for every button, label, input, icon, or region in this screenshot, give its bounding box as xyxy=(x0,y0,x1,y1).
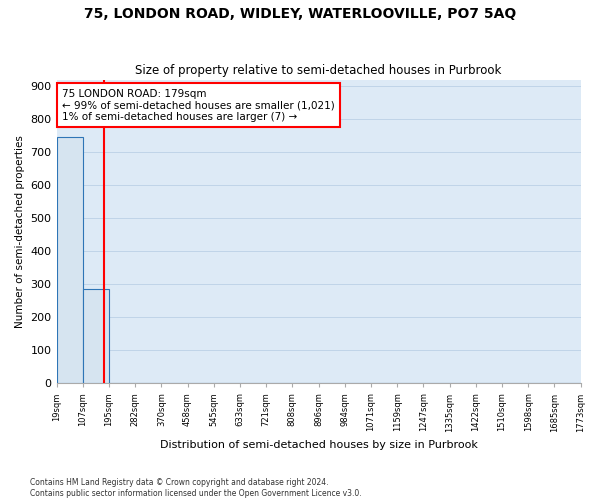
Text: Contains HM Land Registry data © Crown copyright and database right 2024.
Contai: Contains HM Land Registry data © Crown c… xyxy=(30,478,362,498)
Title: Size of property relative to semi-detached houses in Purbrook: Size of property relative to semi-detach… xyxy=(136,64,502,77)
X-axis label: Distribution of semi-detached houses by size in Purbrook: Distribution of semi-detached houses by … xyxy=(160,440,478,450)
Bar xyxy=(56,138,83,384)
Text: 75, LONDON ROAD, WIDLEY, WATERLOOVILLE, PO7 5AQ: 75, LONDON ROAD, WIDLEY, WATERLOOVILLE, … xyxy=(84,8,516,22)
Bar xyxy=(83,290,109,384)
Text: 75 LONDON ROAD: 179sqm
← 99% of semi-detached houses are smaller (1,021)
1% of s: 75 LONDON ROAD: 179sqm ← 99% of semi-det… xyxy=(62,88,335,122)
Y-axis label: Number of semi-detached properties: Number of semi-detached properties xyxy=(15,135,25,328)
